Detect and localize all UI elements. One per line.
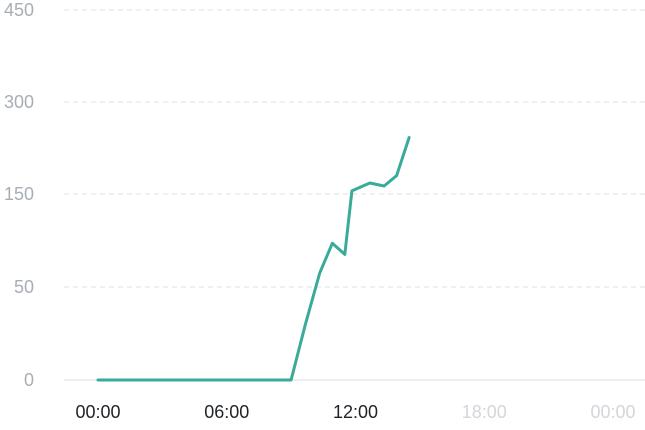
data-point (342, 251, 348, 257)
data-point (181, 377, 187, 383)
data-point (95, 377, 101, 383)
data-point (302, 321, 308, 327)
y-tick-label: 150 (4, 184, 34, 204)
data-point (159, 377, 165, 383)
data-point (394, 173, 400, 179)
y-tick-label: 450 (4, 0, 34, 20)
data-point (349, 188, 355, 194)
y-tick-label: 300 (4, 92, 34, 112)
data-point (288, 377, 294, 383)
data-point (406, 135, 412, 141)
y-axis-ticks: 0 50 150 300 450 (4, 0, 34, 390)
data-point (138, 377, 144, 383)
y-tick-label: 50 (14, 277, 34, 297)
data-point (202, 377, 208, 383)
data-point (116, 377, 122, 383)
data-point (329, 240, 335, 246)
data-point (367, 180, 373, 186)
x-axis-ticks: 00:00 06:00 12:00 18:00 00:00 (75, 402, 635, 422)
data-point (245, 377, 251, 383)
y-tick-label: 0 (24, 370, 34, 390)
x-tick-label: 12:00 (333, 402, 378, 422)
grid-lines (64, 9, 645, 381)
x-tick-label: 18:00 (462, 402, 507, 422)
data-point (224, 377, 230, 383)
series-line-0 (96, 136, 411, 382)
series-layer (95, 135, 412, 383)
x-tick-label: 00:00 (590, 402, 635, 422)
x-tick-label: 00:00 (75, 402, 120, 422)
data-point (267, 377, 273, 383)
data-point (381, 183, 387, 189)
x-tick-label: 06:00 (204, 402, 249, 422)
data-point (317, 270, 323, 276)
